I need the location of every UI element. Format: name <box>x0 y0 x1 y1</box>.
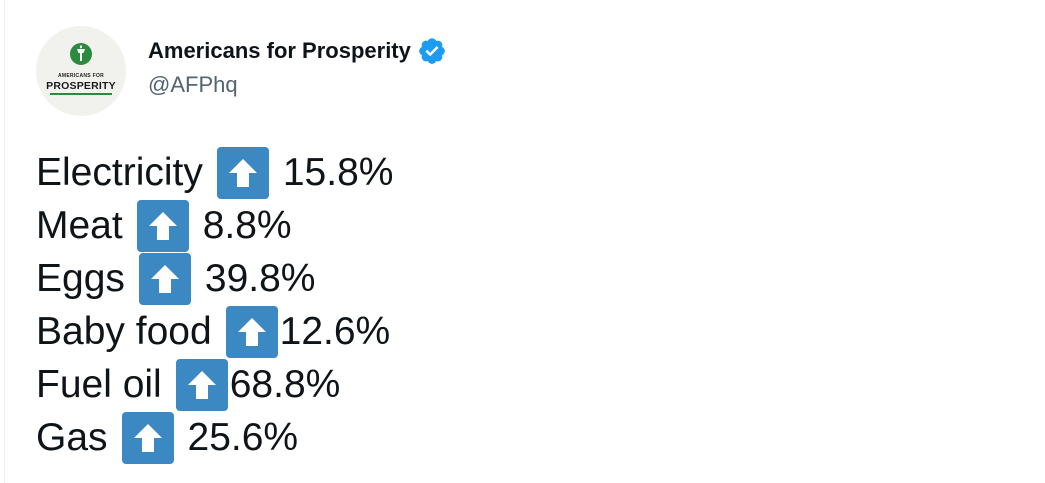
up-arrow-emoji-icon <box>225 305 278 358</box>
line-item-value: 39.8% <box>204 256 316 300</box>
author-display-name[interactable]: Americans for Prosperity <box>148 38 411 63</box>
up-arrow-emoji-icon <box>175 358 228 411</box>
logo-main-text: PROSPERITY <box>46 80 116 92</box>
left-divider <box>4 0 5 483</box>
torch-icon <box>70 43 92 65</box>
line-item-label: Gas <box>36 415 108 459</box>
tweet-line-baby-food: Baby food 12.6% <box>36 305 1016 358</box>
up-arrow-emoji-icon <box>216 146 269 199</box>
up-arrow-emoji-icon <box>121 411 174 464</box>
up-arrow-emoji-icon <box>138 252 191 305</box>
avatar[interactable]: AMERICANS FOR PROSPERITY <box>36 26 126 116</box>
logo-underline <box>50 93 112 95</box>
tweet-line-electricity: Electricity 15.8% <box>36 146 1016 199</box>
line-item-label: Electricity <box>36 150 203 194</box>
line-item-value: 8.8% <box>202 203 292 247</box>
line-item-label: Fuel oil <box>36 362 162 406</box>
author-identity: Americans for Prosperity @AFPhq <box>148 36 447 98</box>
line-item-value: 12.6% <box>279 309 391 353</box>
line-item-value: 25.6% <box>187 415 299 459</box>
tweet-line-gas: Gas 25.6% <box>36 411 1016 464</box>
logo-small-text: AMERICANS FOR <box>57 73 105 79</box>
line-item-value: 68.8% <box>229 362 341 406</box>
line-item-label: Meat <box>36 203 123 247</box>
tweet-text: Electricity 15.8% Meat 8.8% Eggs 39.8% B… <box>36 146 1016 464</box>
line-item-label: Eggs <box>36 256 125 300</box>
tweet-line-eggs: Eggs 39.8% <box>36 252 1016 305</box>
tweet-line-meat: Meat 8.8% <box>36 199 1016 252</box>
tweet-line-fuel-oil: Fuel oil 68.8% <box>36 358 1016 411</box>
line-item-value: 15.8% <box>282 150 394 194</box>
name-row: Americans for Prosperity <box>148 36 447 66</box>
tweet-header: AMERICANS FOR PROSPERITY Americans for P… <box>36 26 447 116</box>
author-handle[interactable]: @AFPhq <box>148 72 238 97</box>
up-arrow-emoji-icon <box>136 199 189 252</box>
line-item-label: Baby food <box>36 309 212 353</box>
verified-badge-icon[interactable] <box>417 36 447 66</box>
